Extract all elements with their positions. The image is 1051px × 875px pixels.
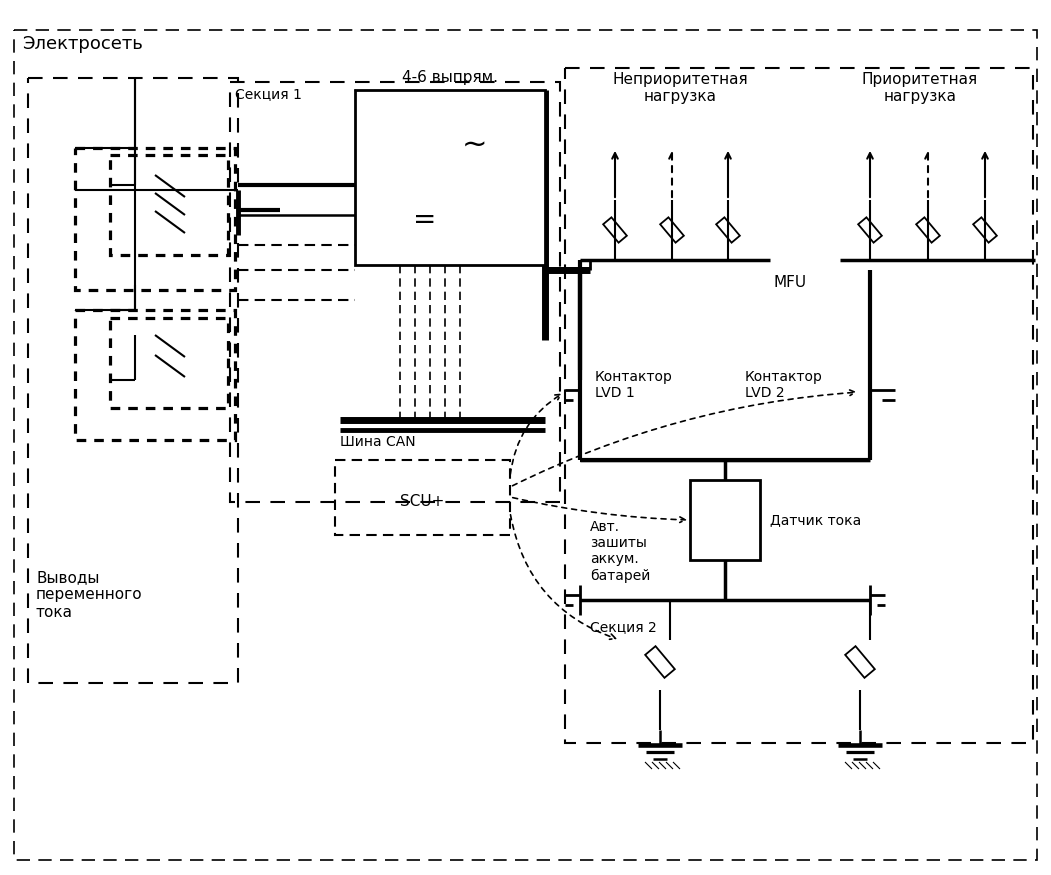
Bar — [603, 217, 626, 242]
Text: SCU+: SCU+ — [399, 494, 445, 509]
Text: Электросеть: Электросеть — [22, 35, 143, 53]
Text: Датчик тока: Датчик тока — [770, 513, 861, 527]
Text: Секция 1: Секция 1 — [235, 87, 302, 101]
Text: Авт.
зашиты
аккум.
батарей: Авт. зашиты аккум. батарей — [590, 520, 651, 583]
Text: Неприоритетная
нагрузка: Неприоритетная нагрузка — [612, 72, 748, 104]
Text: Шина CAN: Шина CAN — [341, 435, 415, 449]
Bar — [859, 217, 882, 242]
Text: Контактор
LVD 2: Контактор LVD 2 — [745, 370, 823, 400]
Bar — [716, 217, 740, 242]
Bar — [355, 90, 545, 265]
Bar — [845, 646, 874, 678]
Text: ~: ~ — [462, 130, 488, 159]
Bar — [916, 217, 940, 242]
Text: 4-6 выпрям.: 4-6 выпрям. — [401, 70, 498, 85]
Text: Секция 2: Секция 2 — [590, 620, 657, 634]
Text: Приоритетная
нагрузка: Приоритетная нагрузка — [862, 72, 978, 104]
Text: =: = — [413, 206, 436, 234]
Bar — [973, 217, 996, 242]
Bar — [645, 646, 675, 678]
Bar — [691, 480, 760, 560]
Bar — [660, 217, 684, 242]
Text: Выводы
переменного
тока: Выводы переменного тока — [36, 570, 143, 620]
Text: Контактор
LVD 1: Контактор LVD 1 — [595, 370, 673, 400]
Text: MFU: MFU — [774, 275, 806, 290]
